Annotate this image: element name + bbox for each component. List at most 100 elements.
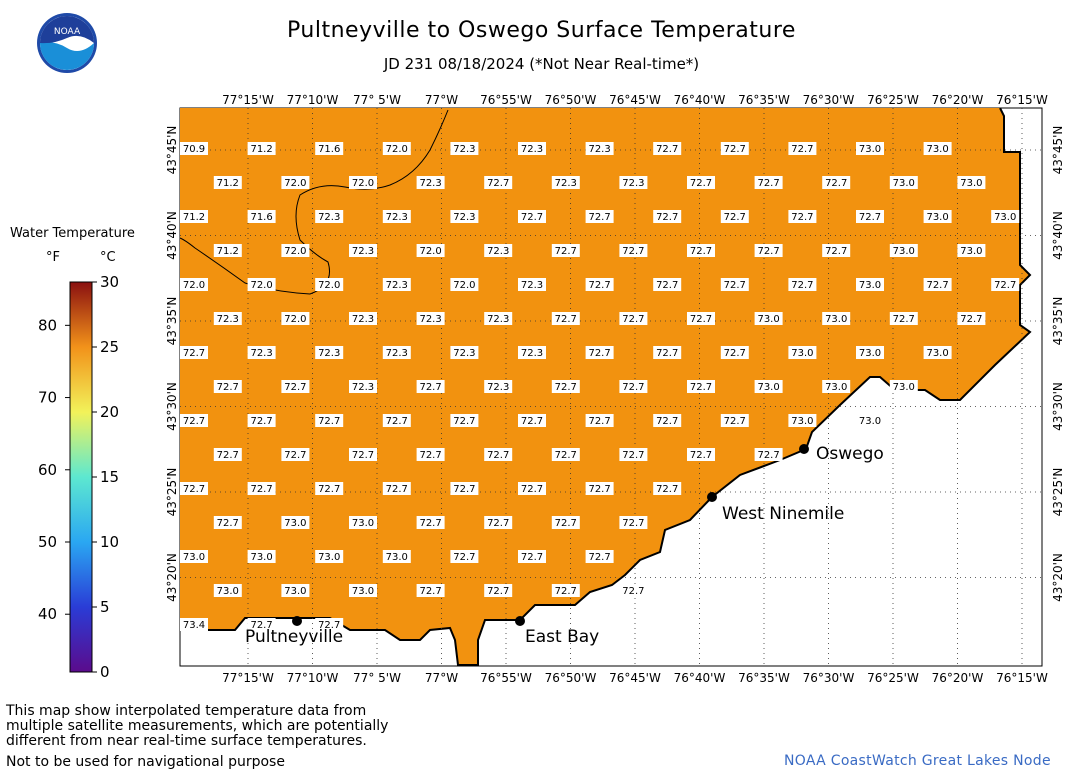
- cell-value: 73.0: [757, 314, 779, 325]
- cell-value: 72.7: [690, 314, 712, 325]
- cell-value: 73.0: [926, 348, 948, 359]
- temperature-cell: 72.3: [484, 312, 513, 325]
- temperature-cell: 72.7: [754, 244, 783, 257]
- cell-box: [450, 414, 479, 427]
- cell-box: [281, 380, 310, 393]
- cell-box: [213, 312, 242, 325]
- cell-value: 72.7: [724, 416, 746, 427]
- cell-box: [653, 142, 682, 155]
- temperature-cell: 72.7: [585, 346, 614, 359]
- cell-value: 72.3: [487, 246, 509, 257]
- cell-box: [518, 414, 546, 427]
- temperature-cell: 72.3: [450, 142, 479, 155]
- temperature-cell: 72.7: [518, 482, 546, 495]
- cell-box: [687, 176, 715, 189]
- temperature-cell: 72.7: [484, 448, 513, 461]
- temperature-cell: 72.7: [551, 516, 580, 529]
- temperature-cell: 73.0: [856, 414, 884, 427]
- cell-box: [720, 142, 749, 155]
- temperature-cells: 70.9 71.2 71.6 72.0 72.3 72.3 72.3 72.7 72.7 72.7…: [180, 142, 1020, 631]
- cell-box: [382, 346, 411, 359]
- cell-box: [213, 448, 242, 461]
- cell-value: 72.7: [555, 518, 577, 529]
- cell-value: 72.7: [487, 450, 509, 461]
- lon-label-bottom: 76°55'W: [480, 671, 532, 685]
- temperature-cell: 72.0: [281, 176, 310, 189]
- cell-box: [585, 482, 614, 495]
- cell-box: [450, 482, 479, 495]
- cell-value: 71.6: [318, 144, 340, 155]
- temperature-cell: 72.3: [213, 312, 242, 325]
- temperature-cell: 72.7: [653, 278, 682, 291]
- place-marker: East Bay: [515, 616, 599, 647]
- cell-value: 72.7: [183, 416, 205, 427]
- temperature-cell: 73.0: [281, 516, 310, 529]
- cell-box: [315, 550, 344, 563]
- cell-box: [382, 414, 411, 427]
- place-dot: [799, 444, 809, 454]
- cell-box: [551, 380, 580, 393]
- temperature-cell: 73.0: [213, 584, 242, 597]
- temperature-cell: 72.7: [585, 414, 614, 427]
- temperature-cell: 73.0: [180, 550, 208, 563]
- lon-label-top: 77°W: [425, 93, 458, 107]
- cell-box: [822, 176, 851, 189]
- disclaimer-line: multiple satellite measurements, which a…: [6, 718, 389, 734]
- cell-value: 72.3: [453, 212, 475, 223]
- cell-box: [856, 278, 884, 291]
- map-subtitle: JD 231 08/18/2024 (*Not Near Real-time*): [383, 55, 700, 73]
- cell-value: 72.3: [555, 178, 577, 189]
- lon-label-bottom: 76°40'W: [674, 671, 726, 685]
- cell-value: 71.2: [217, 178, 239, 189]
- cell-box: [247, 278, 276, 291]
- place-name: Oswego: [816, 444, 884, 464]
- temperature-cell: 72.7: [585, 482, 614, 495]
- cell-box: [180, 278, 208, 291]
- cell-value: 72.0: [284, 314, 306, 325]
- cell-box: [315, 278, 344, 291]
- temperature-cell: 72.7: [450, 550, 479, 563]
- cell-box: [585, 414, 614, 427]
- cell-value: 72.7: [318, 484, 340, 495]
- lon-label-top: 76°50'W: [545, 93, 597, 107]
- cell-value: 72.3: [386, 212, 408, 223]
- temperature-cell: 73.0: [382, 550, 411, 563]
- cell-box: [281, 516, 310, 529]
- cell-box: [754, 176, 783, 189]
- cell-value: 70.9: [183, 144, 205, 155]
- cell-value: 73.0: [284, 586, 306, 597]
- cell-box: [247, 346, 276, 359]
- temperature-cell: 72.7: [653, 482, 682, 495]
- lon-label-top: 77°10'W: [287, 93, 339, 107]
- cell-box: [720, 210, 749, 223]
- cell-value: 72.7: [588, 416, 610, 427]
- lat-label-right: 43°25'N: [1051, 468, 1065, 517]
- temperature-cell: 73.0: [856, 142, 884, 155]
- cell-value: 72.7: [825, 178, 847, 189]
- cell-box: [653, 278, 682, 291]
- temperature-cell: 72.7: [619, 380, 648, 393]
- temperature-colorbar: 0 5 10 15 20 25 30 40 50 60 70 80: [38, 273, 119, 681]
- colorbar-f-label: 40: [38, 605, 57, 623]
- temperature-cell: 72.0: [382, 142, 411, 155]
- cell-box: [349, 448, 377, 461]
- temperature-cell: 72.7: [518, 210, 546, 223]
- cell-box: [518, 346, 546, 359]
- cell-value: 72.7: [386, 484, 408, 495]
- temperature-cell: 73.0: [889, 176, 918, 189]
- temperature-cell: 72.7: [687, 244, 715, 257]
- cell-box: [889, 312, 918, 325]
- cell-box: [551, 584, 580, 597]
- credit-link[interactable]: NOAA CoastWatch Great Lakes Node: [784, 753, 1051, 769]
- cell-value: 72.7: [419, 382, 441, 393]
- temperature-cell: 72.3: [450, 346, 479, 359]
- cell-box: [687, 380, 715, 393]
- cell-value: 73.0: [217, 586, 239, 597]
- temperature-cell: 72.7: [213, 380, 242, 393]
- cell-box: [349, 584, 377, 597]
- cell-box: [416, 244, 445, 257]
- cell-box: [416, 380, 445, 393]
- temperature-cell: 72.7: [585, 210, 614, 223]
- temperature-cell: 72.0: [416, 244, 445, 257]
- temperature-cell: 73.0: [754, 312, 783, 325]
